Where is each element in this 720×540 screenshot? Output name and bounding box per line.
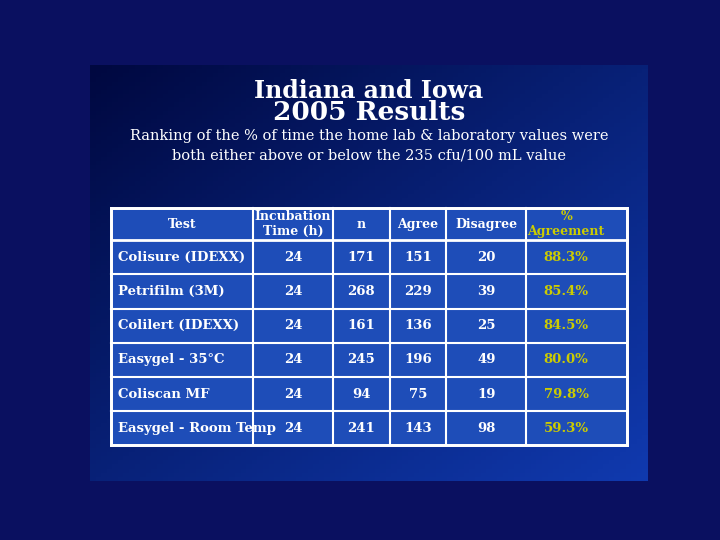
Text: 19: 19 — [477, 388, 495, 401]
Text: 24: 24 — [284, 251, 302, 264]
Text: 75: 75 — [409, 388, 427, 401]
Text: Easygel - 35°C: Easygel - 35°C — [118, 353, 225, 366]
Text: 20: 20 — [477, 251, 495, 264]
Text: Indiana and Iowa: Indiana and Iowa — [254, 79, 484, 103]
Text: 25: 25 — [477, 319, 495, 332]
Text: 79.8%: 79.8% — [544, 388, 589, 401]
Text: Colilert (IDEXX): Colilert (IDEXX) — [118, 319, 239, 332]
Text: Easygel - Room Temp: Easygel - Room Temp — [118, 422, 276, 435]
Text: 88.3%: 88.3% — [544, 251, 589, 264]
Text: 49: 49 — [477, 353, 495, 366]
Text: 84.5%: 84.5% — [544, 319, 589, 332]
Text: 196: 196 — [404, 353, 432, 366]
Text: 241: 241 — [347, 422, 375, 435]
Text: Incubation
Time (h): Incubation Time (h) — [255, 210, 331, 238]
Text: 98: 98 — [477, 422, 495, 435]
Text: 2005 Results: 2005 Results — [273, 100, 465, 125]
Text: n: n — [356, 218, 366, 231]
Text: 268: 268 — [348, 285, 375, 298]
FancyBboxPatch shape — [111, 208, 627, 446]
Text: %
Agreement: % Agreement — [528, 210, 605, 238]
Text: Ranking of the % of time the home lab & laboratory values were
both either above: Ranking of the % of time the home lab & … — [130, 129, 608, 163]
Text: 136: 136 — [404, 319, 432, 332]
Text: Test: Test — [168, 218, 197, 231]
Text: Coliscan MF: Coliscan MF — [118, 388, 210, 401]
Text: 85.4%: 85.4% — [544, 285, 589, 298]
Text: 24: 24 — [284, 285, 302, 298]
Text: Petrifilm (3M): Petrifilm (3M) — [118, 285, 225, 298]
Text: 94: 94 — [352, 388, 371, 401]
Text: 59.3%: 59.3% — [544, 422, 589, 435]
Text: 24: 24 — [284, 388, 302, 401]
Text: 80.0%: 80.0% — [544, 353, 589, 366]
Text: 161: 161 — [347, 319, 375, 332]
Text: 245: 245 — [347, 353, 375, 366]
Text: 24: 24 — [284, 422, 302, 435]
Text: Colisure (IDEXX): Colisure (IDEXX) — [118, 251, 245, 264]
Text: 24: 24 — [284, 319, 302, 332]
Text: 39: 39 — [477, 285, 495, 298]
Text: 151: 151 — [404, 251, 432, 264]
Text: Disagree: Disagree — [455, 218, 518, 231]
Text: 171: 171 — [348, 251, 375, 264]
Text: 229: 229 — [404, 285, 432, 298]
Text: 143: 143 — [404, 422, 432, 435]
Text: 24: 24 — [284, 353, 302, 366]
Text: Agree: Agree — [397, 218, 438, 231]
